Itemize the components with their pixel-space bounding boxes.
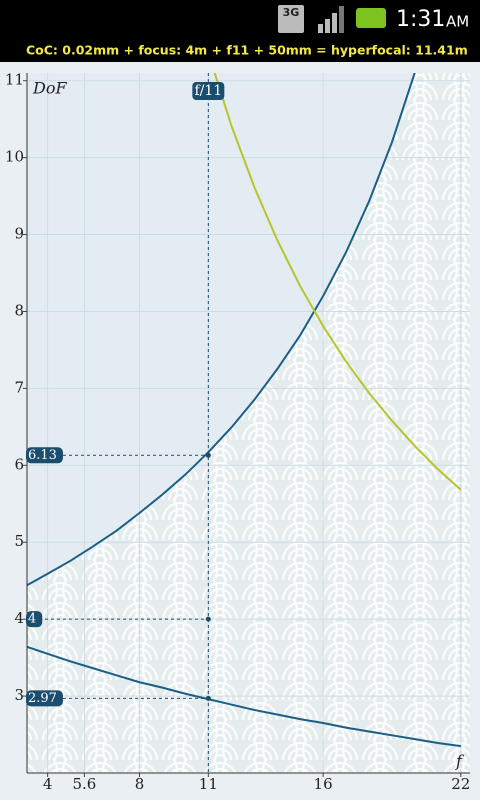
y-tick-label: 7 (14, 378, 24, 396)
x-tick-label: 22 (451, 775, 470, 793)
header-text: CoC: 0.02mm + focus: 4m + f11 + 50mm = h… (26, 43, 468, 58)
y-tick-label: 4 (14, 609, 24, 627)
signal-icon (318, 6, 344, 33)
x-tick-label: 8 (135, 775, 145, 793)
marker-label: f/11 (194, 83, 222, 99)
plot (27, 73, 470, 773)
x-axis-label: f (455, 752, 465, 771)
status-bar (0, 0, 480, 38)
marker-value-label: 2.97 (28, 691, 57, 706)
network-icon (278, 5, 304, 33)
marker-badge (26, 447, 63, 464)
battery-icon (356, 8, 386, 28)
marker-value-label: 6.13 (28, 448, 57, 463)
overlay: 3 4 5 6 7 8 9 10 11 4 5.6 8 11 16 22 f/11 6.13 4 2.97 (5, 71, 470, 793)
x-tick-label: 4 (43, 775, 53, 793)
x-tick-label: 16 (314, 775, 333, 793)
clock-meridiem: AM (446, 13, 469, 31)
marker-badge (26, 690, 63, 707)
marker-badge (26, 611, 43, 628)
header-bar (0, 38, 480, 62)
near-region (27, 73, 470, 586)
y-axis-label: DoF (32, 79, 67, 98)
y-tick-label: 9 (14, 225, 24, 243)
y-tick-label: 10 (5, 148, 24, 166)
y-tick-label: 8 (14, 301, 24, 319)
marker-badge (192, 82, 225, 100)
y-tick-label: 11 (5, 71, 24, 89)
clock: 1:31 (396, 7, 445, 32)
curve (27, 73, 416, 587)
curve (27, 645, 461, 748)
y-tick-label: 6 (14, 455, 24, 473)
marker-point (205, 695, 211, 701)
y-tick-label: 5 (14, 532, 24, 550)
y-tick-label: 3 (14, 686, 24, 704)
marker-value-label: 4 (28, 612, 36, 627)
marker-point (205, 452, 211, 458)
curve (213, 73, 462, 491)
network-type: 3G (283, 6, 300, 19)
x-tick-label: 5.6 (72, 775, 96, 793)
x-tick-label: 11 (199, 775, 218, 793)
marker-point (205, 616, 211, 622)
